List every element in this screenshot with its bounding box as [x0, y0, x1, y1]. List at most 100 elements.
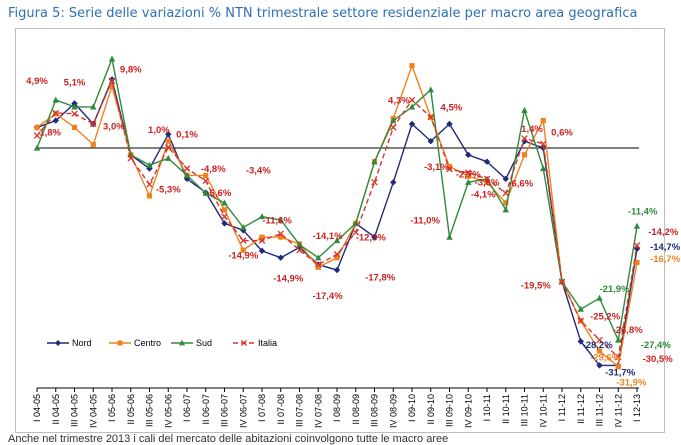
data-point: [521, 152, 528, 158]
data-label: -14,9%: [273, 274, 304, 285]
data-label: -6,6%: [508, 178, 533, 189]
x-tick-label: I 04-05: [32, 394, 42, 422]
data-point: [502, 175, 509, 183]
x-tick-label: II 05-06: [126, 394, 136, 425]
data-label: -25,2%: [590, 311, 621, 322]
data-point: [334, 255, 340, 261]
data-point: [203, 172, 209, 179]
data-point: [427, 113, 435, 121]
data-point: [408, 103, 416, 110]
data-label: -3,4%: [246, 165, 271, 176]
data-point: [315, 254, 322, 261]
series-layer: [33, 55, 641, 370]
data-point: [352, 229, 360, 236]
data-label: 3,0%: [103, 121, 125, 132]
data-label: -14,9%: [228, 250, 259, 261]
x-tick-label: II 08-09: [351, 394, 361, 425]
data-point: [521, 106, 528, 113]
data-label: -6,6%: [206, 188, 231, 199]
x-tick-label: III 05-06: [145, 394, 155, 427]
series-nord: [33, 76, 641, 369]
data-label: -5,3%: [156, 185, 181, 196]
data-label: -31,7%: [605, 368, 636, 379]
data-point: [371, 179, 378, 186]
legend-item-nord: Nord: [47, 338, 92, 348]
series-line-nord: [36, 77, 638, 367]
data-point: [502, 189, 510, 197]
data-label: -2,7%: [456, 169, 481, 180]
data-label: -21,9%: [599, 284, 630, 295]
data-point: [427, 86, 434, 93]
x-tick-label: III 10-11: [520, 394, 530, 426]
data-point: [52, 96, 59, 103]
legend-marker: [179, 339, 185, 346]
data-point: [633, 222, 641, 229]
data-point: [71, 124, 78, 131]
data-label: 5,1%: [64, 78, 86, 89]
legend-label: Sud: [196, 338, 212, 348]
x-tick-label: III 07-08: [295, 394, 305, 427]
series-line-centro: [36, 63, 638, 369]
x-tick-label: I 10-11: [482, 394, 492, 421]
legend-marker: [117, 340, 123, 346]
data-point: [314, 261, 322, 268]
data-point: [615, 364, 621, 370]
legend-marker: [240, 339, 248, 347]
data-label: -14,1%: [313, 231, 344, 242]
data-point: [596, 336, 603, 344]
data-point: [183, 172, 191, 179]
data-point: [483, 175, 491, 183]
tick-layer: I 04-05 II 04-05 III 04-05 IV 04-05 I 05-06 I…: [32, 388, 642, 428]
data-label: -30,5%: [643, 354, 674, 365]
data-point: [146, 161, 153, 168]
data-point: [240, 247, 246, 253]
x-tick-label: III 11-12: [595, 394, 605, 426]
data-point: [615, 336, 622, 343]
x-tick-label: III 04-05: [70, 394, 80, 427]
x-tick-label: IV 05-06: [163, 394, 173, 428]
legend-item-sud: Sud: [171, 338, 212, 348]
data-point: [390, 179, 397, 186]
footer-text: Anche nel trimestre 2013 i cali del merc…: [8, 433, 449, 445]
data-label: -11,4%: [628, 207, 658, 218]
data-point: [277, 216, 284, 223]
data-point: [33, 144, 41, 151]
data-point: [577, 317, 585, 325]
data-point: [52, 109, 60, 117]
data-label: -3,1%: [424, 162, 449, 173]
x-tick-label: II 11-12: [576, 394, 586, 424]
data-point: [333, 237, 341, 244]
data-label: -28,2%: [583, 340, 614, 351]
data-point: [296, 246, 303, 254]
data-point: [333, 266, 341, 274]
legend: Nord Centro Sud Italia: [47, 338, 277, 348]
data-point: [446, 120, 453, 128]
data-point: [577, 338, 584, 345]
data-label: -11,0%: [410, 215, 440, 226]
data-point: [71, 103, 78, 110]
x-tick-label: IV 08-09: [388, 394, 398, 428]
data-point: [408, 120, 416, 128]
data-point: [634, 259, 640, 266]
data-point: [90, 141, 96, 148]
data-point: [371, 233, 378, 241]
data-point: [596, 362, 603, 369]
data-label: -12,3%: [356, 233, 387, 244]
legend-label: Centro: [134, 338, 161, 348]
data-point: [277, 230, 285, 237]
x-tick-label: II 09-10: [426, 394, 436, 425]
data-point: [315, 264, 321, 270]
data-point: [409, 63, 415, 69]
data-label: -19,5%: [521, 281, 552, 292]
data-point: [258, 237, 266, 244]
x-tick-label: II 10-11: [501, 394, 511, 424]
data-label: 4,5%: [441, 102, 463, 113]
data-point: [89, 120, 97, 128]
data-point: [277, 254, 284, 261]
data-point: [577, 305, 584, 312]
data-label: -17,4%: [313, 291, 344, 302]
data-point: [165, 154, 172, 161]
data-point: [240, 224, 247, 231]
data-point: [446, 233, 453, 240]
figure-title: Figura 5: Serie delle variazioni % NTN t…: [8, 6, 638, 21]
